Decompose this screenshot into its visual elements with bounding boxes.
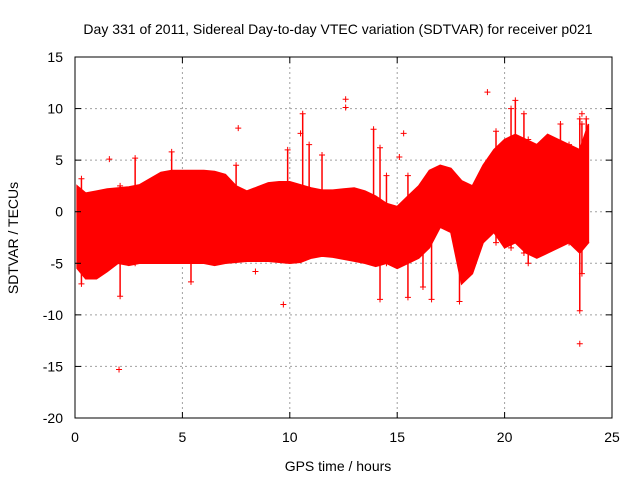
- spike-point-high: [508, 105, 515, 112]
- x-tick-label: 5: [179, 429, 187, 445]
- x-tick-label: 0: [71, 429, 79, 445]
- spike-point-high: [456, 208, 463, 215]
- spike-point-low: [493, 239, 500, 246]
- x-axis-label: GPS time / hours: [285, 458, 392, 474]
- spike-point-low: [456, 298, 463, 305]
- y-tick-label: -15: [43, 358, 63, 374]
- spike-point-high: [117, 182, 124, 189]
- outlier-point: [342, 96, 349, 103]
- outlier-point: [297, 130, 304, 137]
- spike-point-low: [117, 293, 124, 300]
- spike-point-low: [428, 296, 435, 303]
- spike-point-high: [319, 151, 326, 158]
- spike-point-low: [576, 307, 583, 314]
- spike-point-low: [512, 234, 519, 241]
- x-tick-label: 20: [497, 429, 513, 445]
- spike-point-high: [306, 141, 313, 148]
- chart-title: Day 331 of 2011, Sidereal Day-to-day VTE…: [83, 21, 592, 37]
- outlier-point: [578, 110, 585, 117]
- outlier-point: [576, 340, 583, 347]
- spike-point-low: [187, 278, 194, 285]
- spike-point-low: [284, 249, 291, 256]
- tick-layer: 0 5 10 15 20 25 -20 -15 -10 -5 0 5 10 15: [43, 49, 620, 445]
- y-tick-label: -10: [43, 307, 63, 323]
- spike-point-low: [383, 260, 390, 267]
- x-tick-label: 15: [389, 429, 405, 445]
- spike-point-high: [557, 121, 564, 128]
- spike-point-high: [428, 182, 435, 189]
- data-layer: [76, 89, 590, 373]
- y-tick-label: 10: [47, 101, 63, 117]
- spike-point-low: [319, 239, 326, 246]
- outlier-point: [484, 89, 491, 96]
- y-tick-label: 0: [55, 204, 63, 220]
- spike-point-high: [404, 172, 411, 179]
- spike-point-low: [299, 239, 306, 246]
- outlier-point: [235, 125, 242, 132]
- outlier-point: [116, 366, 123, 373]
- outlier-point: [280, 301, 287, 308]
- spike-point-low: [168, 177, 175, 184]
- plot-frame: [74, 56, 613, 419]
- spike-point-high: [299, 110, 306, 117]
- spike-point-high: [168, 148, 175, 155]
- spike-point-high: [583, 115, 590, 122]
- spike-point-high: [576, 115, 583, 122]
- y-tick-label: -20: [43, 410, 63, 426]
- spike-point-high: [383, 172, 390, 179]
- spike-point-low: [419, 284, 426, 291]
- spike-point-low: [508, 244, 515, 251]
- spike-point-high: [187, 172, 194, 179]
- spike-point-low: [370, 249, 377, 256]
- spike-point-high: [566, 141, 573, 148]
- outlier-point: [342, 104, 349, 111]
- outlier-point: [106, 156, 113, 163]
- outlier-point: [400, 130, 407, 137]
- spike-point-low: [578, 270, 585, 277]
- spike-point-low: [566, 239, 573, 246]
- spike-point-high: [525, 136, 532, 143]
- spike-point-low: [306, 249, 313, 256]
- spike-point-high: [370, 126, 377, 133]
- y-axis-label: SDTVAR / TECUs: [5, 182, 21, 294]
- x-tick-label: 25: [604, 429, 620, 445]
- spike-point-high: [512, 97, 519, 104]
- spike-point-low: [525, 260, 532, 267]
- y-tick-label: 5: [55, 152, 63, 168]
- spike-point-high: [284, 146, 291, 153]
- spike-point-high: [233, 162, 240, 169]
- outlier-point: [252, 268, 259, 275]
- y-tick-label: -5: [51, 255, 64, 271]
- spike-point-high: [377, 144, 384, 151]
- spike-point-low: [557, 234, 564, 241]
- spike-point-high: [493, 128, 500, 135]
- spike-point-low: [404, 294, 411, 301]
- y-tick-label: 15: [47, 49, 63, 65]
- spike-point-low: [520, 249, 527, 256]
- spike-point-low: [132, 260, 139, 267]
- spike-point-low: [583, 239, 590, 246]
- spike-point-high: [132, 155, 139, 162]
- spike-point-high: [419, 188, 426, 195]
- spike-point-low: [78, 280, 85, 287]
- spike-point-high: [578, 121, 585, 128]
- x-tick-label: 10: [282, 429, 298, 445]
- spike-point-low: [233, 239, 240, 246]
- spike-point-high: [520, 110, 527, 117]
- spike-point-high: [78, 175, 85, 182]
- spike-point-low: [377, 296, 384, 303]
- outlier-point: [396, 154, 403, 161]
